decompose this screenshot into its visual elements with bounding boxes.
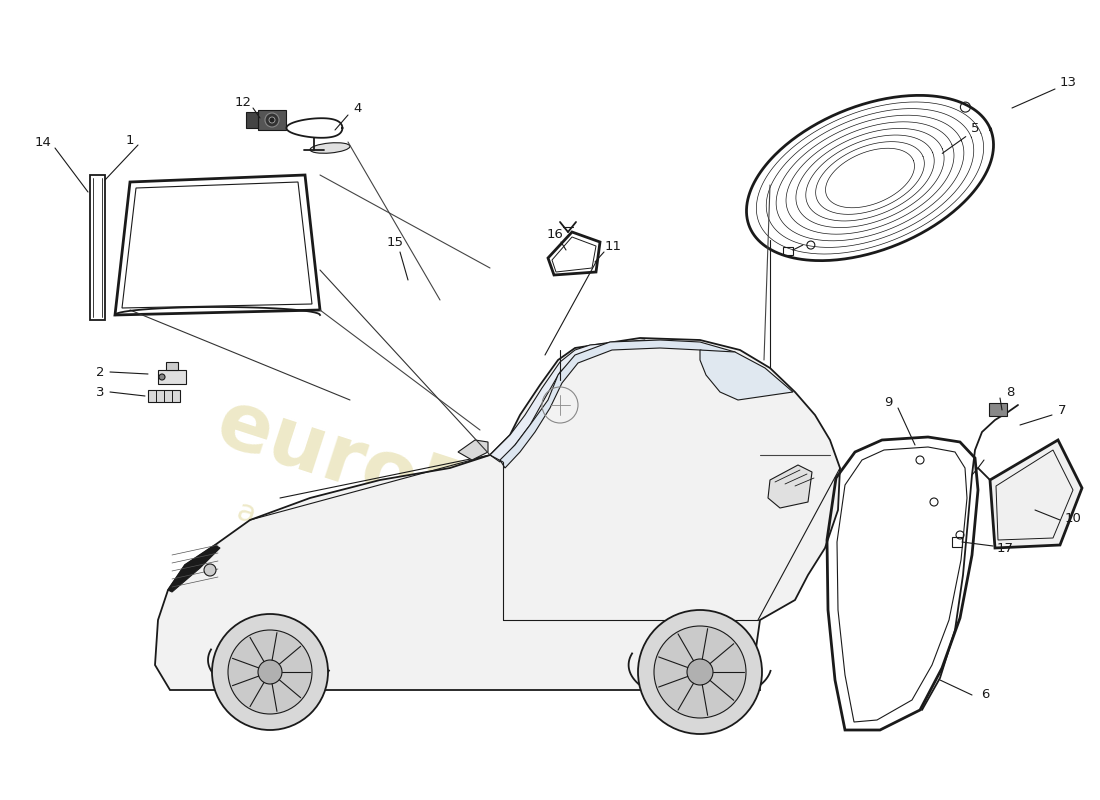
Text: 3: 3 xyxy=(96,386,104,398)
Circle shape xyxy=(212,614,328,730)
Text: 13: 13 xyxy=(1059,75,1077,89)
Polygon shape xyxy=(168,545,220,592)
Circle shape xyxy=(160,374,165,380)
Polygon shape xyxy=(700,350,793,400)
Text: 2: 2 xyxy=(96,366,104,378)
Polygon shape xyxy=(158,370,186,384)
Text: 15: 15 xyxy=(386,235,404,249)
Polygon shape xyxy=(525,342,640,435)
Circle shape xyxy=(638,610,762,734)
Circle shape xyxy=(654,626,746,718)
Polygon shape xyxy=(148,390,180,402)
Text: 1: 1 xyxy=(125,134,134,146)
Circle shape xyxy=(265,113,279,127)
Text: 8: 8 xyxy=(1005,386,1014,398)
Text: 7: 7 xyxy=(1058,403,1066,417)
Text: 6: 6 xyxy=(981,689,989,702)
Text: 9: 9 xyxy=(883,395,892,409)
Ellipse shape xyxy=(310,142,350,154)
Circle shape xyxy=(228,630,312,714)
Polygon shape xyxy=(768,465,812,508)
Text: 11: 11 xyxy=(605,239,621,253)
Text: euroParts: euroParts xyxy=(207,384,653,596)
Text: 12: 12 xyxy=(234,95,252,109)
Polygon shape xyxy=(166,362,178,370)
Polygon shape xyxy=(490,340,645,462)
Circle shape xyxy=(258,660,282,684)
Text: 4: 4 xyxy=(354,102,362,114)
Text: 16: 16 xyxy=(547,229,563,242)
Polygon shape xyxy=(458,440,488,460)
Text: 5: 5 xyxy=(970,122,979,134)
Polygon shape xyxy=(990,440,1082,548)
Circle shape xyxy=(204,564,216,576)
Text: a passion since 1985: a passion since 1985 xyxy=(233,497,547,623)
Text: 10: 10 xyxy=(1065,511,1081,525)
Text: 14: 14 xyxy=(34,135,52,149)
Circle shape xyxy=(270,117,275,123)
Text: 17: 17 xyxy=(997,542,1013,554)
Circle shape xyxy=(688,659,713,685)
Polygon shape xyxy=(258,110,286,130)
Polygon shape xyxy=(155,338,840,690)
Polygon shape xyxy=(989,403,1006,416)
Polygon shape xyxy=(500,340,735,468)
Polygon shape xyxy=(246,112,258,128)
